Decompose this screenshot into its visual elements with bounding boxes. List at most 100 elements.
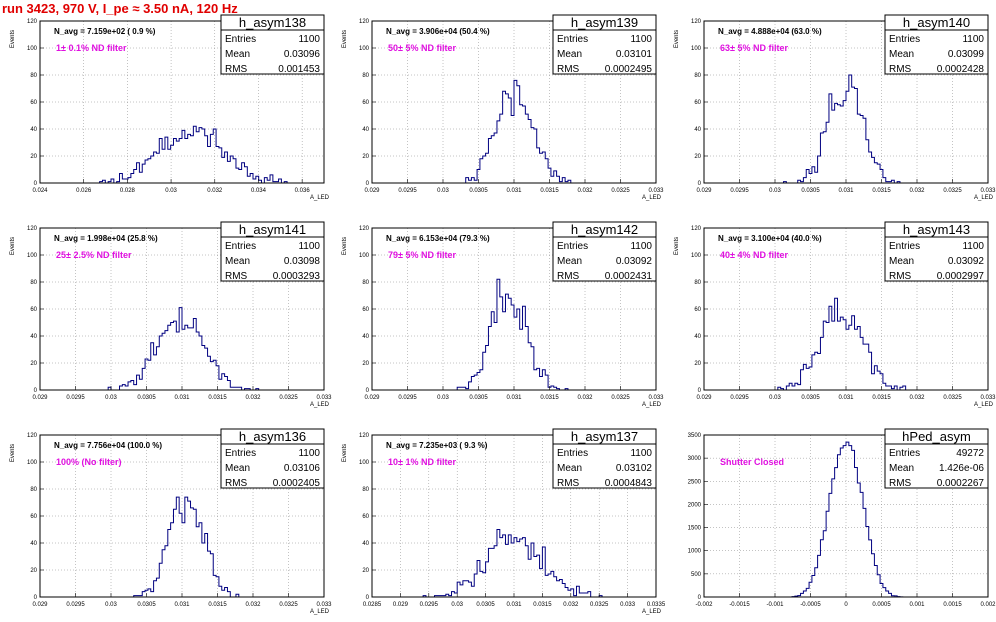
x-tick-label: 0.0325 [590,602,609,608]
x-tick-label: 0.0305 [476,602,495,608]
x-tick-label: 0.0295 [66,602,85,608]
stat-value-rms: 0.0004843 [605,478,653,489]
y-tick-label: 0 [366,388,370,394]
x-tick-label: 0 [844,602,848,608]
y-tick-label: 20 [30,361,37,367]
x-tick-label: 0.032 [245,395,261,401]
y-tick-label: 60 [362,100,369,106]
x-tick-label: 0.0325 [279,395,298,401]
stat-box-title: h_asym142 [571,222,638,237]
stat-box-title: h_asym141 [239,222,306,237]
stat-value-rms: 0.0002431 [605,271,653,282]
x-tick-label: 0.033 [316,395,332,401]
x-tick-label: 0.03 [165,188,177,194]
stat-label-mean: Mean [557,256,582,267]
stat-label-rms: RMS [557,478,580,489]
navg-label: N_avg = 3.906e+04 (50.4 %) [386,27,490,36]
x-tick-label: -0.002 [695,602,713,608]
y-tick-label: 80 [694,280,701,286]
x-tick-label: -0.0015 [729,602,750,608]
x-tick-label: 0.032 [245,602,261,608]
stat-box [884,428,989,489]
y-tick-label: 40 [30,127,37,133]
y-tick-label: 0 [366,595,370,601]
x-tick-label: 0.0295 [420,602,439,608]
stat-value-entries: 1100 [298,448,320,459]
stat-value-rms: 0.0002405 [273,478,321,489]
filter-label: 50± 5% ND filter [388,43,456,53]
x-tick-label: 0.0325 [611,395,630,401]
stat-value-entries: 1100 [962,241,984,252]
stat-box-title: h_asym137 [571,429,638,444]
stat-value-mean: 0.03098 [284,256,321,267]
y-tick-label: 20 [694,154,701,160]
stat-value-entries: 1100 [630,34,652,45]
y-tick-label: 80 [694,73,701,79]
navg-label: N_avg = 3.100e+04 (40.0 %) [718,234,822,243]
histogram-pad-h_asym140: 0.029 0.0295 0.03 0.0305 0.031 0.0315 0.032 0.0… [674,14,996,201]
histogram-line [40,125,324,184]
x-tick-label: 0.033 [648,395,664,401]
navg-label: N_avg = 4.888e+04 (63.0 %) [718,27,822,36]
histogram-pad-hPed_asym: -0.002 -0.0015 -0.001 -0.0005 0 0.0005 0.001 0.… [688,428,996,608]
navg-label: N_avg = 7.235e+03 ( 9.3 %) [386,441,488,450]
stat-box-title: hPed_asym [902,429,971,444]
histogram-pad-h_asym138: 0.024 0.026 0.028 0.03 0.032 0.034 0.036 0 20 40 6… [10,14,330,201]
stat-label-rms: RMS [889,64,912,75]
x-tick-label: 0.03 [769,188,781,194]
x-tick-label: 0.03 [451,602,463,608]
stat-value-entries: 1100 [630,448,652,459]
stat-value-entries: 49272 [956,448,984,459]
x-tick-label: 0.031 [174,395,190,401]
stat-label-rms: RMS [889,271,912,282]
stat-value-mean: 0.03106 [284,463,321,474]
x-axis-title: A_LED [642,402,662,408]
navg-label: N_avg = 1.998e+04 (25.8 %) [54,234,158,243]
x-tick-label: 0.0315 [540,188,559,194]
y-tick-label: 120 [27,433,38,439]
x-axis-title: A_LED [310,402,330,408]
x-tick-label: 0.002 [980,602,996,608]
y-tick-label: 80 [30,280,37,286]
x-tick-label: 0.03 [437,188,449,194]
stat-box-title: h_asym139 [571,15,638,30]
x-tick-label: 0.001 [909,602,925,608]
x-tick-label: 0.03 [437,395,449,401]
y-axis-title: Events [342,444,348,462]
x-tick-label: 0.029 [696,188,712,194]
x-axis-title: A_LED [642,609,662,615]
stat-value-rms: 0.0002997 [937,271,985,282]
y-tick-label: 2000 [688,502,702,508]
y-tick-label: 500 [691,572,702,578]
stat-value-mean: 0.03092 [948,256,985,267]
stat-box [220,14,325,75]
y-tick-label: 60 [30,307,37,313]
navg-label: N_avg = 7.159e+02 ( 0.9 %) [54,27,156,36]
stat-label-entries: Entries [557,448,588,459]
y-tick-label: 40 [362,541,369,547]
stat-value-rms: 0.0002428 [937,64,985,75]
filter-label: 40± 4% ND filter [720,250,788,260]
x-tick-label: 0.0315 [208,602,227,608]
filter-label: 10± 1% ND filter [388,457,456,467]
stat-label-entries: Entries [225,34,256,45]
y-tick-label: 0 [34,595,38,601]
x-tick-label: 0.0295 [398,395,417,401]
stat-box [552,221,657,282]
y-tick-label: 0 [34,181,38,187]
filter-label: 100% (No filter) [56,457,122,467]
x-tick-label: 0.0005 [872,602,891,608]
x-axis-title: A_LED [310,609,330,615]
x-tick-label: 0.031 [838,188,854,194]
x-tick-label: 0.0325 [943,188,962,194]
stat-box [220,221,325,282]
x-tick-label: 0.029 [364,395,380,401]
stat-box [552,428,657,489]
x-axis-title: A_LED [642,195,662,201]
histogram-pad-h_asym143: 0.029 0.0295 0.03 0.0305 0.031 0.0315 0.032 0.0… [674,221,996,408]
y-tick-label: 3000 [688,456,702,462]
x-tick-label: 0.03 [105,602,117,608]
stat-value-rms: 0.0003293 [273,271,321,282]
x-tick-label: 0.03 [769,395,781,401]
x-tick-label: 0.026 [76,188,92,194]
